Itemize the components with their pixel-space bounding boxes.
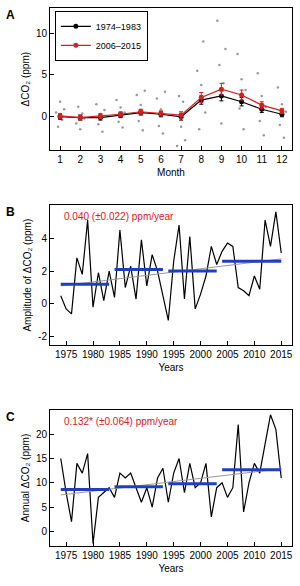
svg-text:10: 10 [36,28,48,39]
svg-text:1995: 1995 [163,550,186,561]
svg-text:7: 7 [178,154,184,165]
svg-text:1990: 1990 [136,349,159,360]
svg-text:9: 9 [219,154,225,165]
svg-text:6: 6 [158,154,164,165]
svg-text:1980: 1980 [82,349,105,360]
svg-text:Annual ΔCO₂ (ppm): Annual ΔCO₂ (ppm) [20,434,31,522]
svg-text:1975: 1975 [55,349,78,360]
svg-text:8: 8 [198,154,204,165]
svg-text:1995: 1995 [163,349,186,360]
svg-text:0: 0 [41,526,47,537]
svg-text:0: 0 [41,298,47,309]
svg-text:4: 4 [118,154,124,165]
svg-text:2015: 2015 [270,349,293,360]
svg-text:5: 5 [41,502,47,513]
svg-text:2005: 2005 [216,349,239,360]
svg-text:11: 11 [257,154,268,165]
svg-text:ΔCO₂ (ppm): ΔCO₂ (ppm) [20,52,31,106]
svg-text:1985: 1985 [109,349,132,360]
svg-text:2015: 2015 [270,550,293,561]
svg-text:1: 1 [57,154,63,165]
svg-text:2000: 2000 [189,550,212,561]
svg-text:Years: Years [158,563,183,574]
svg-text:A: A [6,8,15,22]
svg-text:0: 0 [41,111,47,122]
svg-text:12: 12 [276,154,288,165]
svg-text:B: B [6,205,15,219]
svg-text:1974–1983: 1974–1983 [96,22,141,32]
svg-text:C: C [6,410,15,424]
svg-text:5: 5 [138,154,144,165]
svg-text:1980: 1980 [82,550,105,561]
svg-text:1990: 1990 [136,550,159,561]
svg-text:20: 20 [36,429,48,440]
svg-text:0.040 (±0.022) ppm/year: 0.040 (±0.022) ppm/year [64,211,174,222]
svg-text:2006–2015: 2006–2015 [96,41,141,51]
svg-text:2010: 2010 [243,550,266,561]
svg-text:5: 5 [41,69,47,80]
svg-text:-2: -2 [38,331,47,342]
svg-text:15: 15 [36,453,48,464]
svg-text:1975: 1975 [55,550,78,561]
svg-text:1985: 1985 [109,550,132,561]
svg-text:0.132* (±0.064) ppm/year: 0.132* (±0.064) ppm/year [64,416,178,427]
svg-text:2005: 2005 [216,550,239,561]
svg-text:2: 2 [77,154,83,165]
svg-text:3: 3 [98,154,104,165]
svg-text:2010: 2010 [243,349,266,360]
svg-text:4: 4 [41,233,47,244]
svg-text:Years: Years [158,362,183,373]
svg-text:2: 2 [41,266,47,277]
svg-text:Amplitude of ΔCO₂ (ppm): Amplitude of ΔCO₂ (ppm) [22,219,33,332]
svg-text:10: 10 [236,154,248,165]
svg-text:2000: 2000 [189,349,212,360]
svg-text:Month: Month [157,167,185,178]
svg-text:10: 10 [36,477,48,488]
